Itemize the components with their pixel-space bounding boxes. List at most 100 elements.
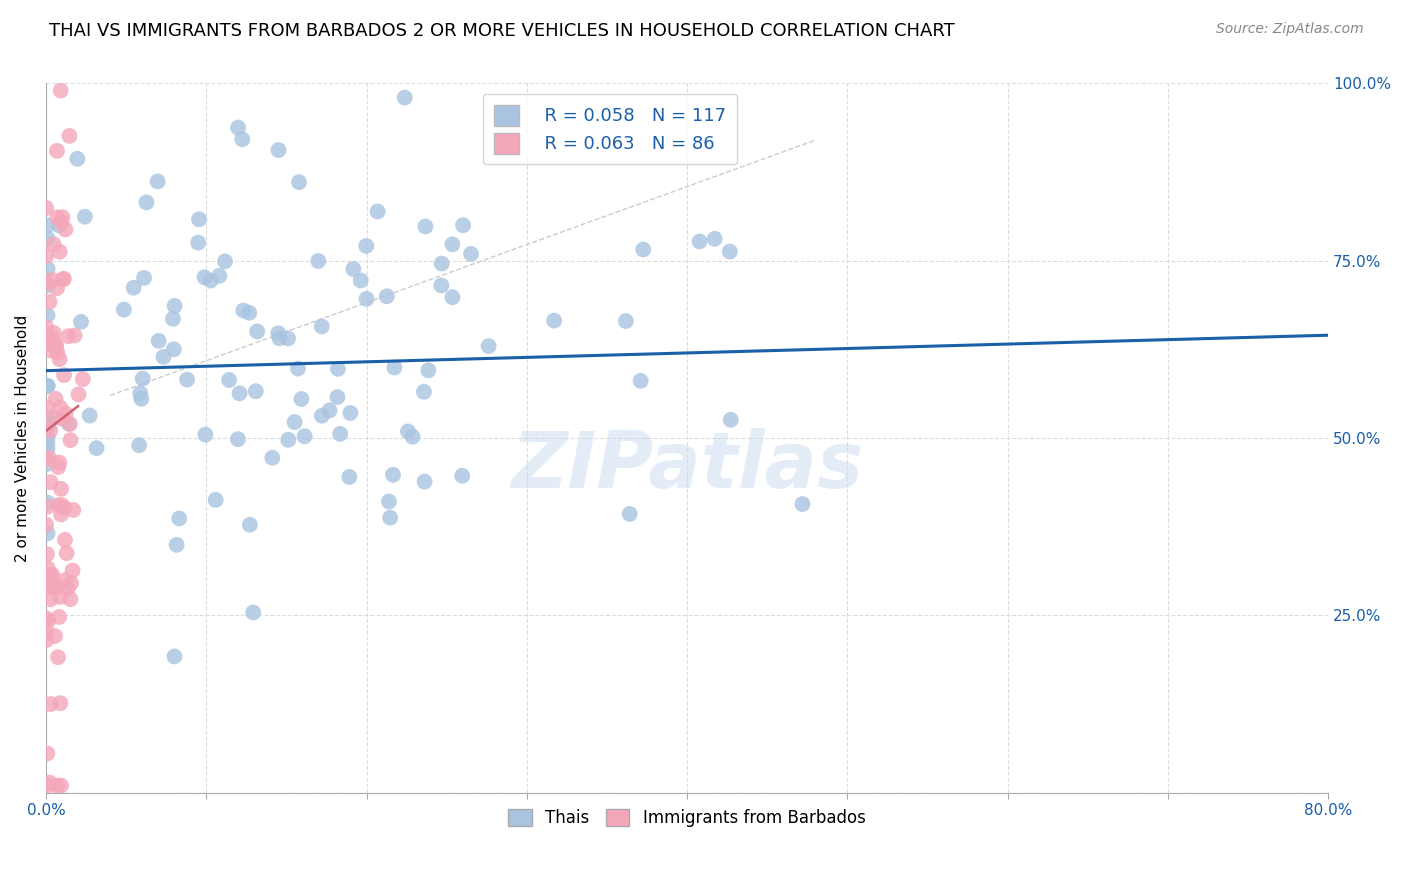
Point bbox=[63, 328, 86, 343]
Point bbox=[311, 409, 333, 423]
Point bbox=[218, 373, 240, 387]
Point bbox=[35, 547, 58, 561]
Point bbox=[167, 511, 190, 525]
Point bbox=[311, 319, 333, 334]
Point bbox=[35, 320, 58, 334]
Point bbox=[45, 340, 67, 354]
Point bbox=[37, 614, 59, 628]
Point bbox=[59, 417, 82, 431]
Point bbox=[49, 696, 72, 710]
Point bbox=[46, 580, 69, 594]
Point bbox=[35, 276, 58, 290]
Point bbox=[451, 218, 474, 232]
Point bbox=[146, 174, 169, 188]
Point bbox=[163, 343, 186, 357]
Point bbox=[37, 419, 59, 434]
Point bbox=[45, 338, 67, 352]
Point bbox=[703, 232, 725, 246]
Point bbox=[38, 334, 60, 349]
Point bbox=[52, 271, 75, 285]
Point bbox=[200, 273, 222, 287]
Point bbox=[630, 374, 652, 388]
Point bbox=[66, 152, 89, 166]
Point bbox=[37, 526, 59, 541]
Point bbox=[290, 392, 312, 406]
Point bbox=[49, 590, 72, 604]
Point bbox=[48, 244, 70, 259]
Point bbox=[73, 210, 96, 224]
Point bbox=[45, 392, 67, 406]
Point bbox=[35, 611, 58, 625]
Point bbox=[48, 456, 70, 470]
Point bbox=[37, 335, 59, 350]
Point bbox=[62, 503, 84, 517]
Point bbox=[246, 325, 269, 339]
Point bbox=[39, 343, 62, 358]
Point bbox=[39, 424, 62, 438]
Point bbox=[262, 450, 284, 465]
Point bbox=[37, 500, 59, 514]
Point bbox=[41, 331, 63, 345]
Point bbox=[48, 352, 70, 367]
Point bbox=[49, 482, 72, 496]
Point bbox=[166, 538, 188, 552]
Point bbox=[208, 268, 231, 283]
Point bbox=[441, 237, 464, 252]
Point bbox=[294, 429, 316, 443]
Point bbox=[42, 411, 65, 425]
Point bbox=[37, 412, 59, 426]
Point bbox=[46, 211, 69, 225]
Point bbox=[367, 204, 389, 219]
Point bbox=[430, 256, 453, 270]
Point bbox=[48, 610, 70, 624]
Point bbox=[129, 386, 152, 401]
Legend: Thais, Immigrants from Barbados: Thais, Immigrants from Barbados bbox=[502, 803, 872, 834]
Point bbox=[46, 144, 69, 158]
Point bbox=[45, 579, 67, 593]
Point bbox=[35, 633, 58, 648]
Point bbox=[339, 406, 361, 420]
Point bbox=[55, 407, 77, 421]
Point bbox=[70, 315, 93, 329]
Point bbox=[413, 384, 436, 399]
Point bbox=[350, 273, 373, 287]
Point bbox=[35, 328, 58, 343]
Point bbox=[37, 747, 59, 761]
Point bbox=[37, 231, 59, 245]
Point bbox=[356, 292, 378, 306]
Point bbox=[384, 360, 406, 375]
Point bbox=[631, 243, 654, 257]
Point bbox=[214, 254, 236, 268]
Point bbox=[451, 468, 474, 483]
Point bbox=[37, 416, 59, 430]
Point bbox=[37, 435, 59, 450]
Point bbox=[132, 271, 155, 285]
Point bbox=[39, 475, 62, 490]
Point bbox=[131, 392, 153, 406]
Point bbox=[41, 273, 63, 287]
Point bbox=[42, 237, 65, 252]
Text: THAI VS IMMIGRANTS FROM BARBADOS 2 OR MORE VEHICLES IN HOUSEHOLD CORRELATION CHA: THAI VS IMMIGRANTS FROM BARBADOS 2 OR MO… bbox=[49, 22, 955, 40]
Point bbox=[430, 278, 453, 293]
Point bbox=[39, 592, 62, 607]
Point bbox=[55, 222, 77, 236]
Point bbox=[35, 422, 58, 436]
Point bbox=[58, 417, 80, 431]
Point bbox=[37, 561, 59, 575]
Point bbox=[163, 649, 186, 664]
Point bbox=[37, 378, 59, 392]
Point bbox=[354, 239, 377, 253]
Point bbox=[128, 438, 150, 452]
Point bbox=[267, 143, 290, 157]
Point bbox=[415, 219, 437, 234]
Point bbox=[394, 90, 416, 104]
Point bbox=[378, 494, 401, 508]
Point bbox=[148, 334, 170, 348]
Point bbox=[226, 432, 249, 446]
Point bbox=[163, 299, 186, 313]
Point bbox=[49, 401, 72, 415]
Point bbox=[378, 510, 401, 524]
Point bbox=[329, 426, 352, 441]
Point bbox=[38, 779, 60, 793]
Point bbox=[37, 442, 59, 456]
